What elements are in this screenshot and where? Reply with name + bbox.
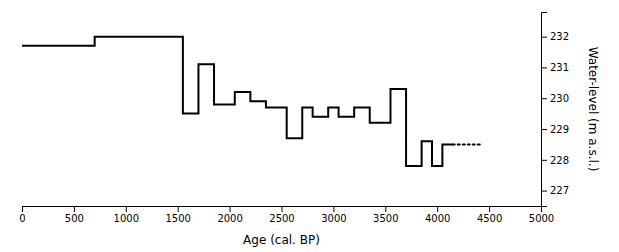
x-axis: 0 500 1000 1500 2000 2500 3000 3500 4000 4500 5000 (19, 206, 554, 224)
y-tick: 232 (541, 31, 569, 42)
y-tick-label: 231 (550, 62, 569, 73)
y-tick-mark (541, 191, 547, 192)
x-tick-label: 0 (19, 213, 25, 224)
x-tick-mark (22, 206, 23, 212)
lines (22, 37, 482, 166)
x-tick-label: 1000 (114, 213, 139, 224)
x-tick-mark (126, 206, 127, 212)
x-tick-label: 4000 (425, 213, 450, 224)
y-axis-title: Water-level (m a.s.l.) (586, 47, 600, 172)
x-tick-label: 3000 (321, 213, 346, 224)
y-tick-label: 229 (550, 124, 569, 135)
y-tick-mark (541, 129, 547, 130)
y-tick-label: 230 (550, 93, 569, 104)
y-tick-mark (541, 37, 547, 38)
x-tick: 2500 (269, 206, 294, 224)
y-tick: 228 (541, 155, 569, 166)
y-tick-label: 232 (550, 31, 569, 42)
y-axis-line (542, 13, 548, 207)
x-tick-mark (282, 206, 283, 212)
x-tick-mark (178, 206, 179, 212)
y-tick-mark (541, 160, 547, 161)
x-tick-label: 3500 (373, 213, 398, 224)
x-tick: 1500 (165, 206, 190, 224)
x-tick: 1000 (114, 206, 139, 224)
x-axis-title: Age (cal. BP) (243, 233, 320, 247)
x-tick-label: 1500 (165, 213, 190, 224)
y-tick: 230 (541, 93, 569, 104)
y-tick-label: 228 (550, 155, 569, 166)
y-tick-mark (541, 98, 547, 99)
y-tick-mark (541, 67, 547, 68)
x-tick: 0 (19, 206, 25, 224)
y-tick: 229 (541, 124, 569, 135)
x-tick-label: 2000 (217, 213, 242, 224)
x-tick-label: 5000 (529, 213, 554, 224)
x-tick: 5000 (529, 206, 554, 224)
x-tick: 4500 (477, 206, 502, 224)
x-tick-mark (489, 206, 490, 212)
series-line (453, 143, 482, 145)
x-tick-mark (333, 206, 334, 212)
x-tick-mark (437, 206, 438, 212)
x-tick-label: 500 (65, 213, 84, 224)
x-tick-mark (74, 206, 75, 212)
x-axis-line (23, 207, 542, 213)
y-tick: 231 (541, 62, 569, 73)
x-tick: 3500 (373, 206, 398, 224)
x-tick-label: 2500 (269, 213, 294, 224)
x-tick: 2000 (217, 206, 242, 224)
chart: 0 500 1000 1500 2000 2500 3000 3500 4000 4500 5000… (0, 0, 619, 252)
y-tick-label: 227 (550, 185, 569, 196)
y-axis: 227 228 229 230 231 232 (541, 13, 569, 207)
plot: 0 500 1000 1500 2000 2500 3000 3500 4000 4500 5000… (19, 13, 569, 225)
x-tick: 500 (65, 206, 84, 224)
y-tick: 227 (541, 185, 569, 196)
x-tick-mark (230, 206, 231, 212)
x-tick: 4000 (425, 206, 450, 224)
series-line (22, 37, 453, 166)
x-tick-label: 4500 (477, 213, 502, 224)
x-tick: 3000 (321, 206, 346, 224)
x-tick-mark (385, 206, 386, 212)
